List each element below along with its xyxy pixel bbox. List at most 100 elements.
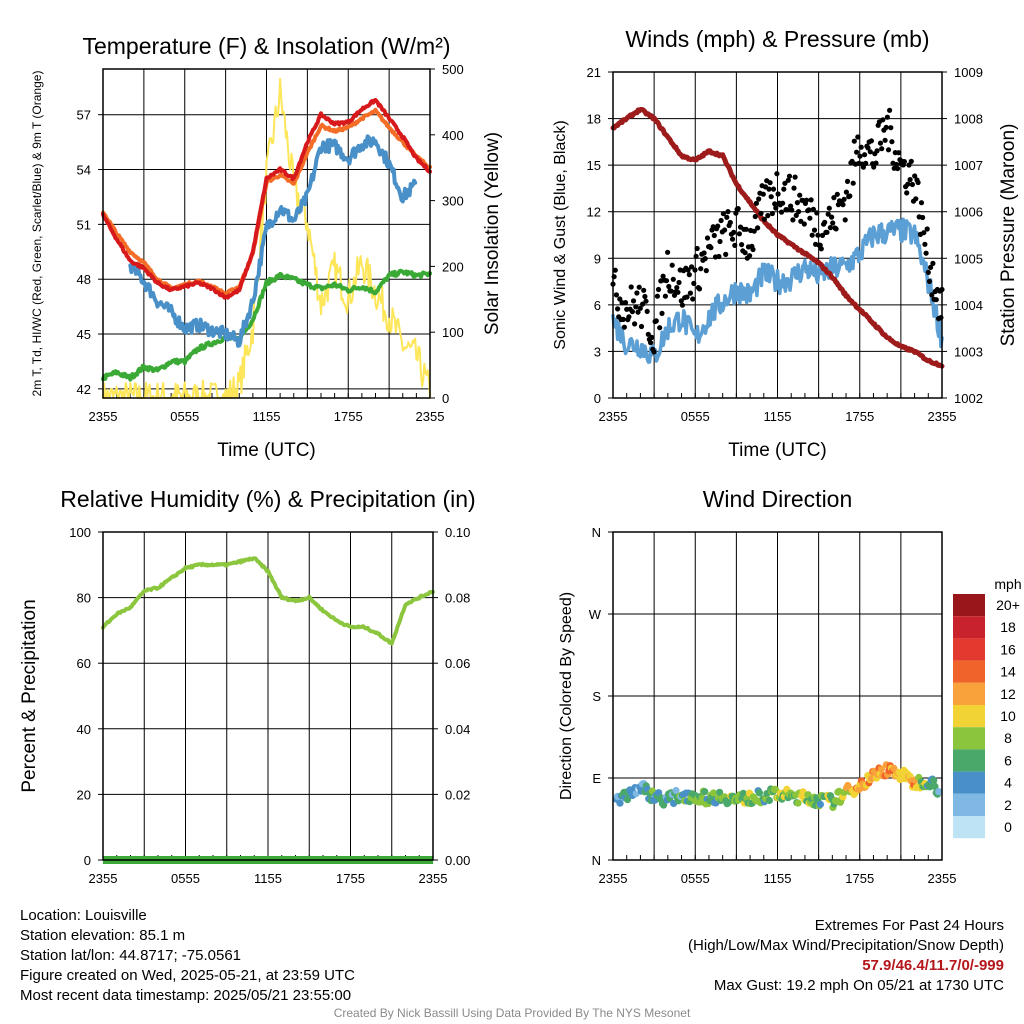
gust-point bbox=[732, 242, 738, 248]
gust-point bbox=[796, 209, 802, 215]
legend-swatch bbox=[953, 749, 985, 772]
gust-point bbox=[756, 196, 762, 202]
y-tick-label: 18 bbox=[587, 112, 601, 127]
gust-point bbox=[912, 173, 918, 179]
y-tick-label: 60 bbox=[77, 656, 91, 671]
gust-point bbox=[803, 197, 810, 203]
direction-point bbox=[623, 796, 632, 804]
gust-point bbox=[630, 298, 637, 304]
gust-point bbox=[767, 180, 773, 186]
y-tick-label: 54 bbox=[77, 163, 91, 178]
gust-point bbox=[933, 297, 939, 303]
y2-tick-label: 0.02 bbox=[445, 787, 470, 802]
gust-point bbox=[620, 316, 626, 322]
gust-point bbox=[689, 264, 695, 270]
y-tick-label: 45 bbox=[77, 327, 91, 342]
y2-tick-label: 0 bbox=[442, 391, 449, 406]
gust-point bbox=[921, 230, 927, 236]
gust-point bbox=[808, 197, 814, 203]
legend-swatch bbox=[953, 727, 985, 750]
gust-point bbox=[770, 186, 777, 192]
legend-label: 10 bbox=[1000, 708, 1016, 724]
gust-point bbox=[649, 334, 655, 340]
gust-point bbox=[920, 214, 926, 221]
y2-tick-label: 300 bbox=[442, 194, 464, 209]
gust-point bbox=[701, 250, 707, 256]
direction-point bbox=[701, 788, 709, 796]
gust-point bbox=[860, 164, 867, 170]
gust-point bbox=[791, 185, 797, 191]
gust-point bbox=[691, 280, 697, 286]
gust-point bbox=[708, 245, 714, 251]
gust-point bbox=[651, 349, 657, 355]
insolation-line bbox=[102, 77, 431, 399]
gust-point bbox=[843, 189, 850, 195]
gust-point bbox=[873, 160, 879, 166]
gust-point bbox=[824, 229, 830, 235]
x-tick-label: 1755 bbox=[845, 409, 874, 424]
gust-point bbox=[810, 206, 817, 212]
gust-point bbox=[867, 149, 873, 155]
gust-point bbox=[690, 296, 696, 302]
x-tick-label: 2355 bbox=[89, 409, 118, 424]
plot-frame bbox=[102, 68, 431, 399]
gust-point bbox=[731, 229, 737, 235]
recent-data-text: Most recent data timestamp: 2025/05/21 2… bbox=[20, 987, 352, 1004]
y2-tick-label: 1008 bbox=[954, 112, 983, 127]
extremes-title: Extremes For Past 24 Hours bbox=[814, 917, 1004, 934]
direction-point bbox=[716, 788, 724, 796]
direction-point bbox=[765, 796, 774, 805]
y2-tick-label: 1005 bbox=[954, 251, 983, 266]
gust-point bbox=[858, 144, 864, 150]
gust-point bbox=[722, 227, 728, 233]
legend-label: 20+ bbox=[996, 597, 1020, 613]
heat-index-wind-chill-line bbox=[128, 134, 418, 348]
gust-point bbox=[655, 286, 662, 293]
legend-swatch bbox=[953, 816, 985, 839]
x-tick-label: 2355 bbox=[928, 871, 957, 886]
x-tick-label: 0555 bbox=[681, 871, 710, 886]
y-tick-label: S bbox=[592, 689, 601, 704]
y2-tick-label: 1003 bbox=[954, 344, 983, 359]
direction-point bbox=[931, 782, 939, 791]
gust-point bbox=[785, 177, 791, 183]
extremes-values: 57.9/46.4/11.7/0/-999 bbox=[862, 957, 1004, 974]
gust-point bbox=[880, 117, 886, 123]
gust-point bbox=[629, 309, 636, 315]
y-tick-label: 42 bbox=[77, 382, 91, 397]
y2-tick-label: 400 bbox=[442, 128, 464, 143]
gust-point bbox=[666, 283, 672, 290]
gust-point bbox=[877, 140, 884, 146]
gust-point bbox=[841, 196, 847, 202]
plot-frame bbox=[612, 531, 943, 861]
direction-point bbox=[794, 799, 802, 807]
gust-point bbox=[868, 138, 875, 144]
gust-point bbox=[640, 301, 646, 307]
gust-point bbox=[829, 214, 835, 220]
x-tick-label: 2355 bbox=[928, 409, 957, 424]
gust-point bbox=[766, 186, 772, 192]
gust-point bbox=[834, 191, 840, 197]
gust-point bbox=[896, 150, 902, 156]
gust-point bbox=[895, 165, 901, 172]
legend-swatch bbox=[953, 594, 985, 617]
gust-point bbox=[717, 238, 723, 245]
gust-point bbox=[862, 152, 868, 158]
gust-point bbox=[847, 193, 853, 199]
gust-point bbox=[781, 186, 787, 192]
gust-point bbox=[874, 148, 880, 154]
elevation-text: Station elevation: 85.1 m bbox=[20, 927, 186, 944]
gust-point bbox=[842, 217, 848, 223]
gust-point bbox=[908, 158, 914, 164]
y2-tick-label: 0.10 bbox=[445, 525, 470, 540]
gust-point bbox=[703, 268, 709, 274]
gust-point bbox=[775, 191, 781, 197]
gust-point bbox=[826, 205, 832, 211]
gust-point bbox=[648, 340, 654, 346]
chart-title: Winds (mph) & Pressure (mb) bbox=[625, 26, 929, 52]
x-tick-label: 1755 bbox=[336, 871, 365, 886]
gust-point bbox=[742, 250, 748, 256]
gust-point bbox=[798, 218, 804, 224]
y-tick-label: 51 bbox=[77, 217, 91, 232]
gust-point bbox=[711, 232, 717, 239]
